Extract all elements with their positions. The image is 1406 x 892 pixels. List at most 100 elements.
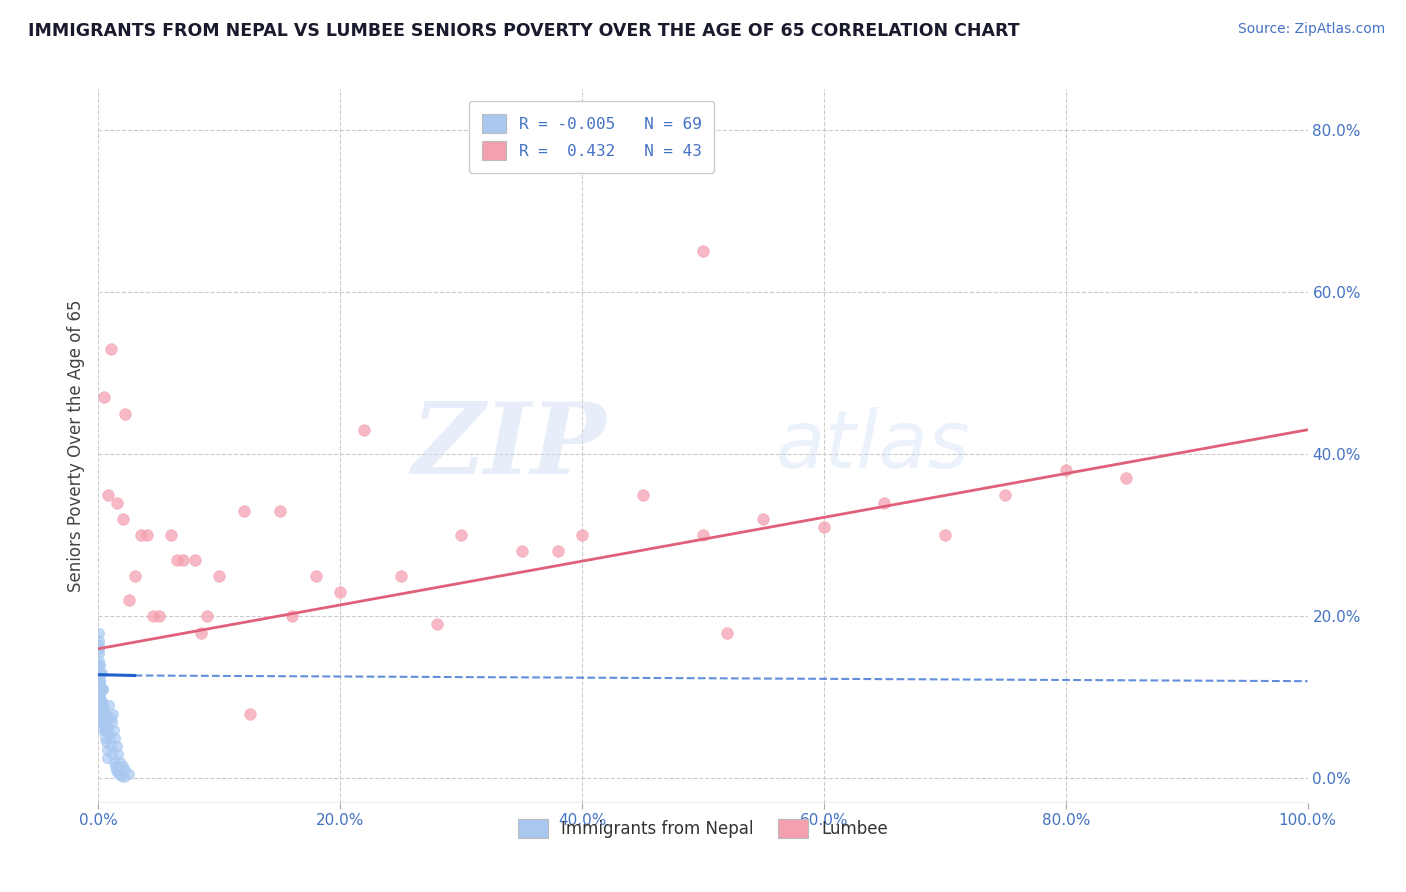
Point [269, 504, 291, 518]
Point [89, 674, 111, 689]
Point [90, 714, 112, 729]
Legend: Immigrants from Nepal, Lumbee: Immigrants from Nepal, Lumbee [510, 812, 896, 845]
Point [87, 633, 110, 648]
Point [90, 706, 112, 721]
Point [129, 528, 152, 542]
Point [110, 769, 132, 783]
Text: IMMIGRANTS FROM NEPAL VS LUMBEE SENIORS POVERTY OVER THE AGE OF 65 CORRELATION C: IMMIGRANTS FROM NEPAL VS LUMBEE SENIORS … [28, 22, 1019, 40]
Point [510, 544, 533, 558]
Point [105, 496, 128, 510]
Point [89, 682, 111, 697]
Point [101, 706, 124, 721]
Point [89, 682, 111, 697]
Point [90, 714, 112, 729]
Point [91, 666, 114, 681]
Point [89, 638, 111, 652]
Point [89, 674, 111, 689]
Point [89, 670, 111, 684]
Point [142, 609, 165, 624]
Point [91, 723, 114, 737]
Point [100, 711, 122, 725]
Point [195, 609, 218, 624]
Point [100, 739, 122, 753]
Point [631, 488, 654, 502]
Point [94, 731, 117, 745]
Point [353, 423, 375, 437]
Point [752, 512, 775, 526]
Point [105, 739, 128, 753]
Point [104, 764, 127, 778]
Point [89, 654, 111, 668]
Point [208, 568, 231, 582]
Point [89, 666, 111, 681]
Point [94, 735, 117, 749]
Point [93, 706, 115, 721]
Point [89, 690, 111, 705]
Point [100, 714, 122, 729]
Point [813, 520, 835, 534]
Point [114, 764, 136, 778]
Point [89, 657, 111, 672]
Point [96, 719, 118, 733]
Point [135, 528, 157, 542]
Point [90, 711, 112, 725]
Point [934, 528, 956, 542]
Point [101, 747, 124, 761]
Point [98, 731, 121, 745]
Point [94, 714, 117, 729]
Point [105, 764, 128, 779]
Point [93, 714, 115, 729]
Point [90, 698, 112, 713]
Point [100, 342, 122, 356]
Point [190, 625, 212, 640]
Point [90, 702, 112, 716]
Point [389, 568, 412, 582]
Point [90, 694, 112, 708]
Point [184, 552, 207, 566]
Point [89, 686, 111, 700]
Point [104, 731, 127, 745]
Point [91, 694, 114, 708]
Point [93, 711, 115, 725]
Point [97, 727, 120, 741]
Point [239, 706, 262, 721]
Point [166, 552, 188, 566]
Point [94, 723, 117, 737]
Point [692, 528, 714, 542]
Point [281, 609, 304, 624]
Text: Source: ZipAtlas.com: Source: ZipAtlas.com [1237, 22, 1385, 37]
Point [450, 528, 472, 542]
Point [124, 568, 146, 582]
Point [873, 496, 896, 510]
Point [87, 646, 110, 660]
Point [994, 488, 1017, 502]
Point [172, 552, 194, 566]
Point [148, 609, 170, 624]
Point [87, 657, 110, 672]
Text: ZIP: ZIP [412, 398, 606, 494]
Point [96, 706, 118, 721]
Point [111, 512, 134, 526]
Y-axis label: Seniors Poverty Over the Age of 65: Seniors Poverty Over the Age of 65 [66, 300, 84, 592]
Point [114, 407, 136, 421]
Point [103, 756, 125, 770]
Point [1115, 471, 1137, 485]
Point [90, 706, 112, 721]
Point [716, 625, 738, 640]
Point [89, 641, 111, 656]
Point [571, 528, 593, 542]
Point [111, 759, 134, 773]
Point [1054, 463, 1077, 477]
Point [305, 568, 328, 582]
Point [93, 390, 115, 404]
Point [107, 747, 129, 761]
Point [160, 528, 183, 542]
Point [96, 743, 118, 757]
Point [547, 544, 569, 558]
Point [692, 244, 714, 259]
Point [112, 770, 135, 784]
Point [91, 682, 114, 697]
Point [98, 698, 121, 713]
Point [118, 593, 141, 607]
Point [91, 698, 114, 713]
